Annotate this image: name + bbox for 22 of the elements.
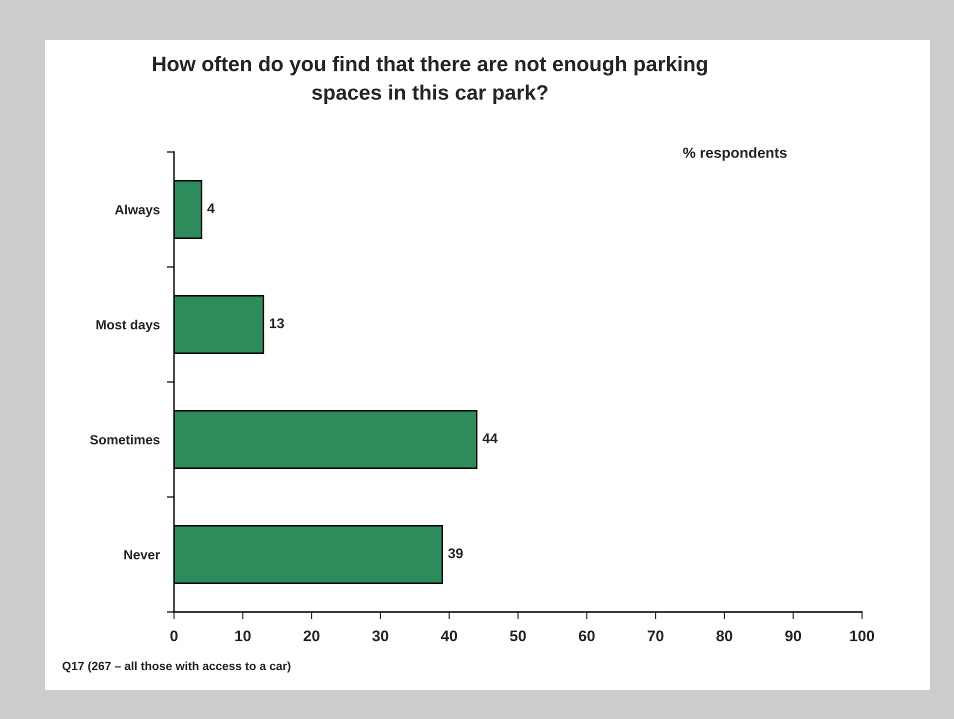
x-tick-label: 70 [648, 630, 664, 642]
x-tick-label: 80 [716, 630, 732, 642]
x-tick-label: 20 [304, 630, 320, 642]
x-tick-label: 50 [510, 630, 526, 642]
x-tick-label: 60 [578, 630, 595, 642]
data-label: 44 [482, 434, 498, 444]
x-tick-label: 30 [372, 630, 388, 642]
x-tick-label: 0 [170, 630, 178, 642]
x-tick-label: 10 [235, 630, 251, 642]
data-label: 39 [448, 548, 463, 558]
y-tick-label: Sometimes [90, 434, 160, 444]
chart-title: How often do you find that there are not enough parking spaces in this car park? [153, 56, 707, 104]
y-tick-label: Most days [96, 320, 160, 332]
data-label: 4 [207, 204, 215, 214]
data-label: 13 [270, 318, 284, 328]
text: Q17 (267 – all those with access to a car) [62, 661, 290, 673]
x-tick-label: 90 [785, 630, 802, 642]
x-tick-label: 40 [440, 630, 458, 642]
y-tick-label: Never [124, 550, 160, 560]
annotation: % respondents [683, 147, 787, 161]
x-tick-label: 100 [850, 630, 874, 642]
y-tick-label: Always [114, 204, 160, 218]
